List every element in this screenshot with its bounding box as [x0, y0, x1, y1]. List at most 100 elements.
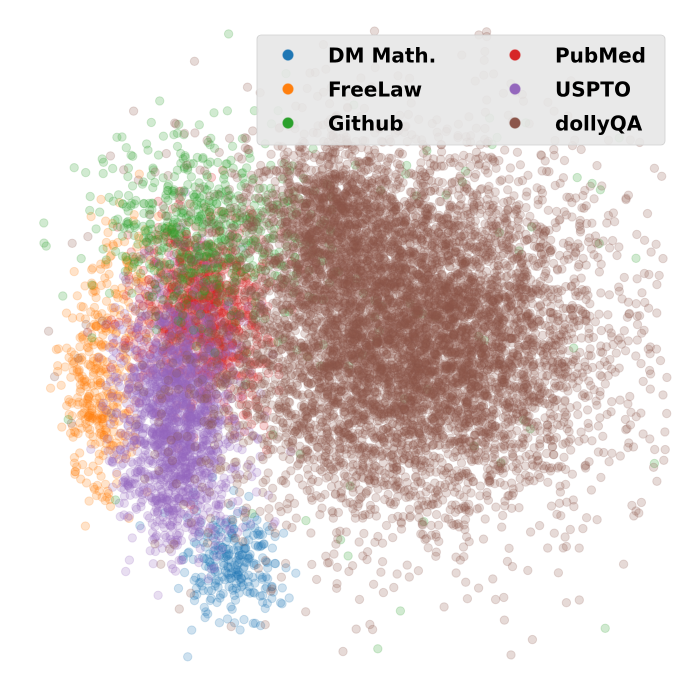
data-point	[91, 490, 102, 501]
data-point	[74, 397, 84, 407]
data-point	[248, 209, 258, 219]
data-point	[104, 192, 114, 203]
data-point	[217, 572, 227, 582]
data-point	[224, 582, 234, 592]
data-point	[69, 458, 80, 468]
data-point	[124, 511, 135, 521]
data-point	[230, 595, 241, 605]
data-point	[234, 588, 244, 598]
data-point	[76, 253, 86, 264]
data-point	[183, 548, 193, 558]
data-point	[604, 290, 615, 300]
data-point	[223, 29, 234, 39]
data-point	[221, 552, 231, 562]
data-point	[94, 449, 105, 459]
data-point	[301, 515, 311, 526]
data-point	[68, 366, 79, 376]
data-point	[132, 472, 142, 483]
data-point	[204, 562, 214, 572]
data-point	[112, 335, 122, 345]
data-point	[203, 473, 213, 483]
data-point	[180, 273, 190, 283]
data-point	[220, 566, 231, 576]
data-point	[234, 550, 245, 561]
data-point	[166, 397, 176, 408]
data-point	[262, 598, 272, 609]
data-point	[191, 572, 201, 583]
data-point	[229, 524, 239, 534]
data-point	[120, 266, 131, 276]
data-point	[183, 652, 193, 662]
data-point	[127, 327, 138, 338]
data-point	[110, 495, 121, 505]
data-point	[151, 369, 161, 379]
data-point	[188, 325, 199, 335]
data-point	[104, 288, 115, 298]
data-point	[70, 467, 80, 477]
data-point	[126, 150, 136, 160]
data-point	[76, 474, 86, 484]
data-point	[108, 456, 118, 467]
data-point	[249, 558, 259, 568]
data-point	[108, 163, 118, 174]
data-point	[261, 557, 271, 567]
data-point	[120, 447, 130, 457]
data-point	[245, 553, 255, 563]
data-point	[95, 207, 105, 217]
data-point	[208, 533, 219, 543]
data-point	[87, 265, 97, 275]
data-point	[187, 625, 197, 635]
data-point	[91, 292, 101, 303]
data-point	[248, 618, 258, 628]
data-point	[102, 278, 112, 289]
data-point	[266, 582, 277, 592]
data-point	[121, 143, 132, 153]
data-point	[150, 177, 160, 188]
data-point	[200, 542, 211, 552]
data-point	[72, 291, 83, 301]
data-point	[164, 495, 175, 505]
data-point	[258, 597, 268, 607]
data-point	[110, 302, 120, 313]
data-point	[123, 317, 133, 327]
data-point	[69, 163, 79, 173]
data-point	[143, 483, 154, 493]
data-point	[243, 535, 254, 545]
data-point	[559, 155, 570, 166]
data-point	[254, 526, 264, 536]
data-point	[212, 597, 222, 608]
data-point	[277, 583, 287, 593]
data-point	[153, 150, 164, 160]
data-point	[222, 106, 233, 116]
data-point	[241, 522, 251, 532]
data-point	[155, 96, 165, 106]
data-point	[267, 581, 277, 592]
data-point	[78, 302, 88, 312]
data-point	[259, 539, 269, 549]
data-point	[154, 245, 165, 255]
data-point	[194, 120, 205, 130]
data-point	[238, 505, 248, 515]
data-point	[136, 523, 146, 534]
data-point	[252, 467, 262, 478]
data-point	[168, 564, 178, 574]
data-point	[241, 163, 252, 173]
data-point	[232, 560, 243, 570]
data-point	[92, 480, 103, 491]
data-point	[214, 550, 225, 561]
data-point	[205, 191, 215, 201]
data-point	[39, 238, 49, 248]
data-point	[227, 604, 237, 614]
data-point	[87, 280, 97, 290]
data-point	[242, 82, 253, 92]
data-point	[131, 346, 141, 356]
data-point	[104, 342, 114, 353]
data-point	[39, 218, 49, 228]
data-point	[244, 554, 254, 564]
data-point	[241, 543, 251, 554]
data-point	[216, 527, 226, 537]
data-point	[176, 148, 186, 159]
data-point	[255, 529, 265, 540]
data-point	[151, 324, 162, 335]
data-point	[200, 561, 211, 571]
